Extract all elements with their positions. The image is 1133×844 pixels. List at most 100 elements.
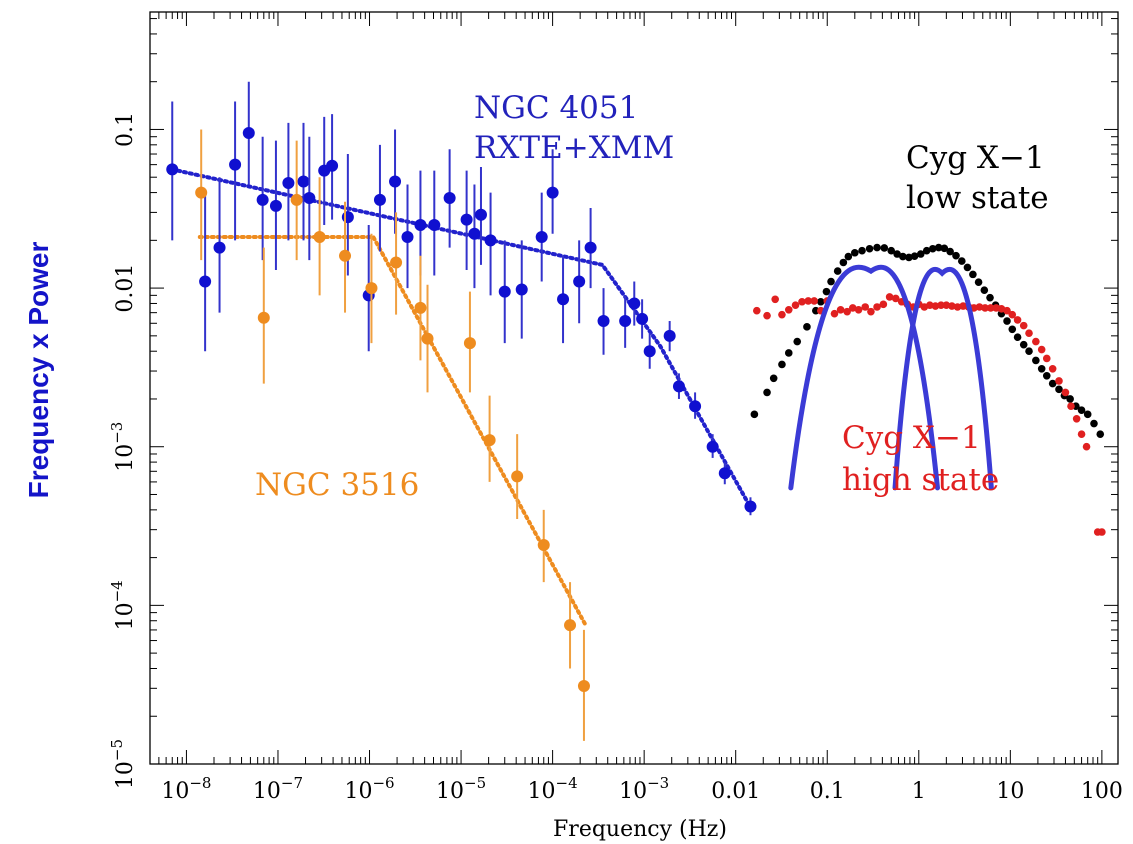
data-point (1037, 364, 1046, 373)
y-axis-label: Frequency x Power (23, 242, 54, 499)
y-tick-label: 10−5 (108, 739, 138, 789)
x-tick-label: 10−7 (253, 774, 303, 804)
data-point (1055, 377, 1063, 385)
y-tick-label: 10−4 (108, 580, 138, 630)
data-point (401, 230, 414, 243)
data-point (303, 191, 316, 204)
data-point (1003, 306, 1011, 315)
data-point (1042, 371, 1051, 380)
data-point (1003, 317, 1011, 325)
data-point (663, 329, 676, 342)
data-point (1072, 414, 1081, 423)
data-point (981, 304, 989, 312)
overlay-curve (892, 266, 994, 491)
data-point (428, 218, 441, 231)
data-point (689, 400, 702, 413)
data-point (1082, 442, 1091, 451)
data-point (848, 304, 857, 312)
data-point (974, 278, 983, 286)
x-tick-label: 10 (996, 779, 1024, 804)
data-point (1013, 316, 1022, 324)
data-point (515, 283, 528, 296)
data-point (784, 349, 793, 357)
data-point (946, 247, 954, 256)
data-point (899, 252, 907, 261)
data-point (822, 287, 831, 296)
data-point (290, 193, 303, 206)
data-point (844, 252, 853, 261)
data-point (867, 307, 875, 316)
data-point (1008, 325, 1017, 334)
data-point (934, 243, 943, 252)
data-point (282, 176, 295, 189)
data-point (564, 619, 577, 632)
data-point (873, 303, 881, 311)
data-point (297, 175, 310, 188)
data-point (577, 680, 590, 693)
data-point (619, 315, 632, 328)
data-point (166, 163, 179, 176)
data-point (957, 257, 966, 265)
data-point (928, 244, 937, 253)
data-point (257, 311, 270, 324)
data-point (546, 186, 559, 199)
data-point (373, 193, 386, 206)
x-tick-label: 100 (1081, 779, 1123, 804)
data-points (166, 81, 1106, 741)
data-point (474, 208, 487, 221)
data-point (498, 285, 511, 298)
data-point (953, 303, 962, 311)
qpo-overlay-curves (788, 264, 994, 491)
data-point (926, 301, 934, 310)
data-point (750, 410, 759, 419)
data-point (916, 250, 925, 258)
data-point (460, 213, 473, 226)
data-point (339, 249, 352, 262)
data-point (718, 467, 731, 480)
data-point (1048, 364, 1057, 373)
plot-frame (149, 11, 1119, 765)
data-point (879, 300, 888, 309)
data-point (851, 248, 859, 257)
data-point (199, 275, 212, 288)
data-point (537, 539, 550, 552)
x-tick-label: 10−5 (436, 774, 486, 804)
data-point (1083, 410, 1092, 419)
data-point (389, 175, 402, 188)
data-point (535, 230, 548, 243)
data-point (1096, 430, 1105, 438)
data-point (833, 267, 842, 275)
data-point (752, 306, 761, 315)
plot-border (149, 11, 1119, 765)
data-point (975, 303, 984, 311)
data-point (744, 500, 757, 513)
data-point (463, 337, 476, 350)
data-point (793, 337, 802, 346)
data-point (1008, 310, 1017, 319)
annotation-label: NGC 4051 (474, 90, 638, 126)
data-point (1055, 385, 1063, 394)
data-point (1013, 333, 1022, 342)
data-point (643, 345, 656, 358)
chart-labels: 10−8 10−7 10−6 10−5 10−4 10−3 0.01 0.1 1 10 100 0.1… (23, 90, 1123, 842)
data-point (1077, 430, 1086, 438)
data-point (1042, 354, 1051, 363)
data-point (843, 307, 851, 316)
overlay-curve (788, 264, 940, 491)
data-point (816, 297, 825, 306)
data-point (1037, 345, 1046, 354)
data-point (798, 297, 806, 306)
annotation-label: Cyg X−1 (842, 420, 981, 456)
data-point (804, 297, 813, 305)
x-tick-label: 10−6 (344, 774, 394, 804)
data-point (672, 380, 685, 393)
data-point (854, 305, 863, 314)
data-point (769, 374, 778, 383)
data-point (1090, 419, 1098, 428)
data-point (195, 186, 208, 199)
data-point (443, 191, 456, 204)
data-point (784, 305, 793, 314)
data-point (836, 305, 845, 314)
data-point (771, 295, 779, 304)
